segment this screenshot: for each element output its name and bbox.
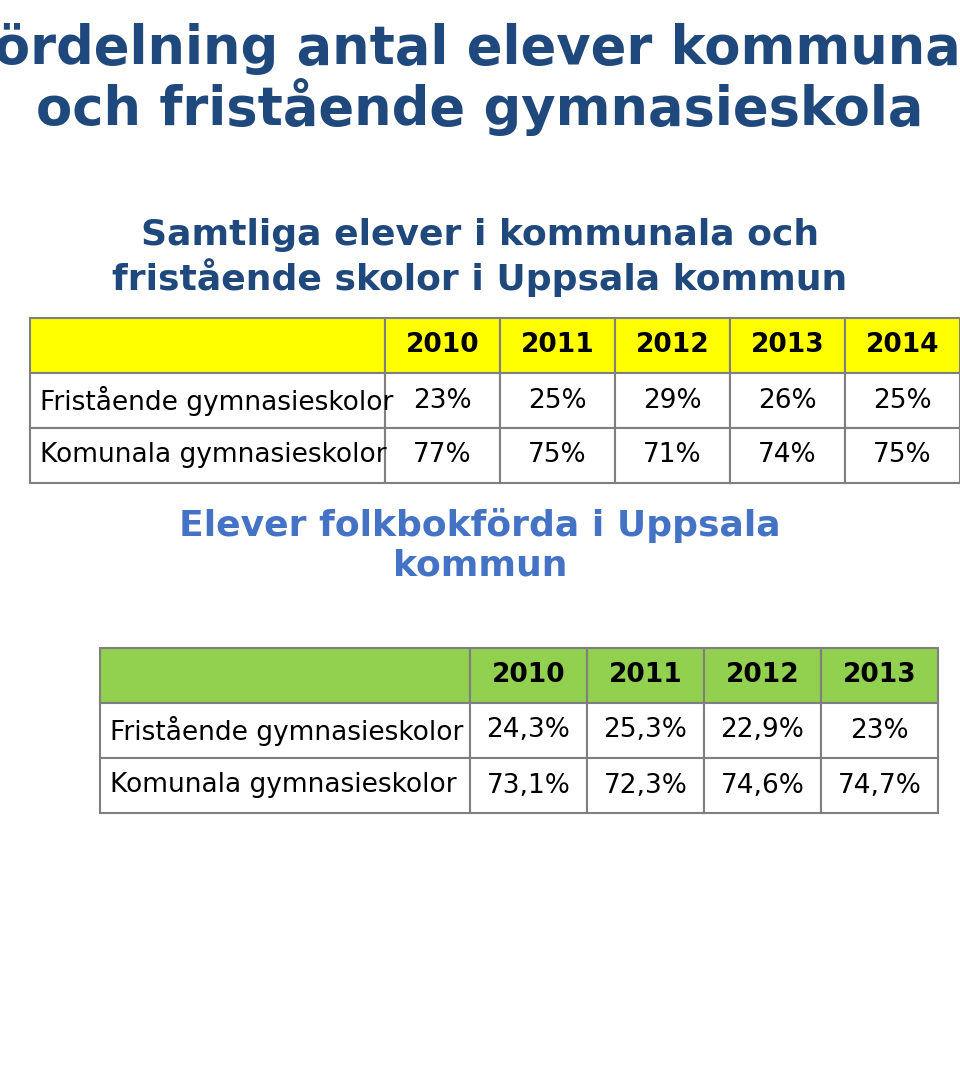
- Text: 25%: 25%: [874, 387, 932, 413]
- Bar: [500, 428, 615, 483]
- Text: 25,3%: 25,3%: [604, 717, 687, 743]
- Text: Samtliga elever i kommunala och: Samtliga elever i kommunala och: [141, 218, 819, 252]
- Text: 22,9%: 22,9%: [721, 717, 804, 743]
- Text: Fördelning antal elever kommunal-: Fördelning antal elever kommunal-: [0, 23, 960, 75]
- Text: 26%: 26%: [758, 387, 817, 413]
- Bar: [845, 428, 960, 483]
- Text: 74%: 74%: [758, 443, 817, 469]
- Bar: [100, 703, 470, 758]
- Text: 23%: 23%: [851, 717, 909, 743]
- Bar: [30, 428, 385, 483]
- Bar: [704, 648, 821, 703]
- Bar: [30, 373, 385, 428]
- Bar: [704, 758, 821, 813]
- Text: 74,6%: 74,6%: [721, 772, 804, 799]
- Text: Fristående gymnasieskolor: Fristående gymnasieskolor: [110, 716, 464, 745]
- Bar: [587, 703, 704, 758]
- Bar: [821, 648, 938, 703]
- Bar: [615, 373, 730, 428]
- Bar: [845, 373, 960, 428]
- Bar: [845, 318, 960, 373]
- Bar: [385, 373, 500, 428]
- Bar: [821, 758, 938, 813]
- Bar: [704, 703, 821, 758]
- Bar: [100, 648, 470, 703]
- Bar: [470, 648, 587, 703]
- Text: 74,7%: 74,7%: [837, 772, 922, 799]
- Bar: [730, 428, 845, 483]
- Bar: [500, 318, 615, 373]
- Text: 2012: 2012: [726, 663, 800, 689]
- Text: 2012: 2012: [636, 333, 709, 359]
- Text: 73,1%: 73,1%: [487, 772, 570, 799]
- Bar: [385, 428, 500, 483]
- Text: 71%: 71%: [643, 443, 702, 469]
- Text: 77%: 77%: [413, 443, 471, 469]
- Text: 2011: 2011: [520, 333, 594, 359]
- Text: 2014: 2014: [866, 333, 939, 359]
- Text: 2010: 2010: [406, 333, 479, 359]
- Text: 24,3%: 24,3%: [487, 717, 570, 743]
- Text: kommun: kommun: [393, 548, 567, 582]
- Text: 75%: 75%: [874, 443, 932, 469]
- Text: 25%: 25%: [528, 387, 587, 413]
- Text: Elever folkbokförda i Uppsala: Elever folkbokförda i Uppsala: [180, 508, 780, 543]
- Bar: [730, 318, 845, 373]
- Bar: [470, 758, 587, 813]
- Text: Komunala gymnasieskolor: Komunala gymnasieskolor: [40, 443, 387, 469]
- Bar: [30, 318, 385, 373]
- Bar: [500, 373, 615, 428]
- Text: 75%: 75%: [528, 443, 587, 469]
- Bar: [615, 318, 730, 373]
- Bar: [587, 758, 704, 813]
- Bar: [385, 318, 500, 373]
- Text: 2013: 2013: [843, 663, 916, 689]
- Text: fristående skolor i Uppsala kommun: fristående skolor i Uppsala kommun: [112, 258, 848, 297]
- Text: 2010: 2010: [492, 663, 565, 689]
- Bar: [821, 703, 938, 758]
- Bar: [615, 428, 730, 483]
- Text: 23%: 23%: [413, 387, 471, 413]
- Text: 2013: 2013: [751, 333, 825, 359]
- Bar: [587, 648, 704, 703]
- Text: Komunala gymnasieskolor: Komunala gymnasieskolor: [110, 772, 457, 799]
- Bar: [100, 758, 470, 813]
- Bar: [730, 373, 845, 428]
- Text: 72,3%: 72,3%: [604, 772, 687, 799]
- Text: 29%: 29%: [643, 387, 702, 413]
- Text: och fristående gymnasieskola: och fristående gymnasieskola: [36, 78, 924, 136]
- Text: 2011: 2011: [609, 663, 683, 689]
- Text: Fristående gymnasieskolor: Fristående gymnasieskolor: [40, 385, 394, 416]
- Bar: [470, 703, 587, 758]
